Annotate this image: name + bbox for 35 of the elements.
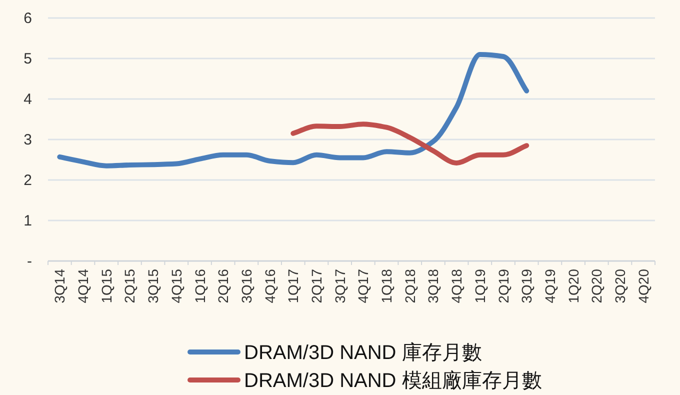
- x-tick-label: 3Q17: [332, 268, 348, 304]
- x-tick-label: 2Q19: [495, 268, 512, 304]
- legend-label: DRAM/3D NAND 庫存月數: [244, 342, 482, 364]
- x-tick-label: 3Q16: [238, 268, 254, 304]
- x-tick-label: 4Q20: [635, 268, 652, 304]
- y-tick-label: 5: [24, 50, 32, 68]
- x-tick-label: 3Q19: [518, 268, 535, 304]
- y-tick-label: 6: [24, 10, 32, 27]
- legend-label: DRAM/3D NAND 模組廠庫存月數: [244, 370, 542, 392]
- x-tick-label: 1Q16: [192, 268, 208, 304]
- x-tick-label: 4Q19: [542, 268, 558, 304]
- y-tick-label: 4: [24, 91, 32, 108]
- x-tick-label: 2Q20: [588, 268, 605, 304]
- y-tick-label: 3: [24, 132, 32, 148]
- x-tick-label: 1Q17: [285, 268, 302, 304]
- x-tick-label: 1Q19: [472, 268, 488, 304]
- x-tick-label: 1Q18: [378, 268, 395, 304]
- x-tick-label: 2Q18: [402, 268, 418, 304]
- x-tick-label: 3Q18: [425, 268, 442, 304]
- x-tick-label: 1Q15: [98, 268, 114, 304]
- x-tick-label: 2Q16: [215, 268, 232, 304]
- x-tick-label: 3Q20: [612, 268, 628, 304]
- x-tick-label: 4Q17: [355, 268, 372, 304]
- y-tick-label: 1: [24, 212, 32, 230]
- x-tick-label: 4Q14: [75, 268, 92, 304]
- x-tick-label: 4Q16: [262, 268, 278, 304]
- y-tick-label: 2: [24, 172, 32, 189]
- x-tick-label: 3Q14: [52, 268, 68, 304]
- x-tick-label: 2Q15: [122, 268, 138, 304]
- y-tick-label: -: [27, 253, 32, 270]
- x-tick-label: 4Q18: [448, 268, 465, 304]
- x-tick-label: 3Q15: [145, 268, 162, 304]
- x-tick-label: 1Q20: [565, 268, 582, 304]
- x-tick-label: 2Q17: [308, 268, 324, 304]
- x-tick-label: 4Q15: [168, 268, 184, 304]
